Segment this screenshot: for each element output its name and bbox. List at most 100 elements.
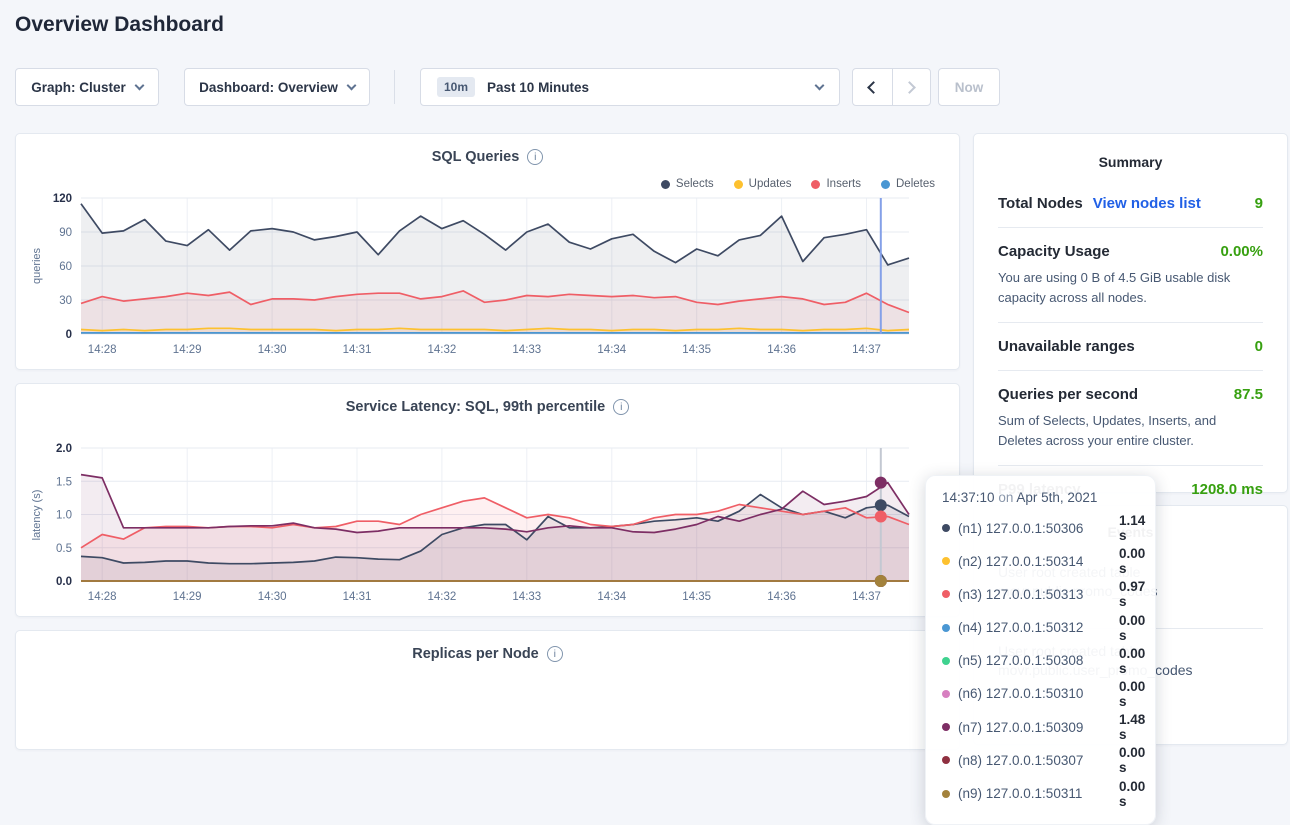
svg-text:30: 30 [59,295,72,307]
svg-text:14:32: 14:32 [428,591,457,603]
svg-text:120: 120 [53,193,72,205]
svg-text:14:30: 14:30 [258,344,287,356]
svg-text:14:37: 14:37 [852,591,881,603]
svg-text:14:34: 14:34 [597,591,626,603]
svg-text:14:36: 14:36 [767,344,796,356]
service-latency-chart[interactable]: 14:28 14:29 14:30 14:31 14:32 14:33 14:34 14:35… [16,436,961,616]
tooltip-node-label: (n4) 127.0.0.1:50312 [958,620,1084,636]
svg-text:14:29: 14:29 [173,591,202,603]
svg-text:14:35: 14:35 [682,591,711,603]
info-icon[interactable]: i [527,149,544,165]
toolbar-divider [394,70,395,104]
chart-title: Service Latency: SQL, 99th percentile i [16,384,959,415]
series-color-dot [942,789,950,798]
svg-text:latency (s): latency (s) [31,490,43,541]
legend-item[interactable]: Updates [733,178,791,190]
tooltip-node-value: 1.48 s [1119,712,1146,743]
svg-text:14:33: 14:33 [512,344,541,356]
page-title: Overview Dashboard [15,13,224,36]
now-button-label: Now [954,79,984,95]
tooltip-node-row: (n4) 127.0.0.1:50312 0.00 s [942,613,1145,643]
series-color-dot [942,557,950,566]
summary-row-label: Unavailable ranges [998,338,1135,355]
tooltip-node-value: 0.97 s [1119,579,1146,610]
info-icon[interactable]: i [613,399,630,415]
series-color-dot [942,590,950,599]
svg-text:1.0: 1.0 [56,510,72,522]
graph-scope-dropdown[interactable]: Graph: Cluster [15,68,159,106]
chart-legend: Selects Updates Inserts Deletes [660,178,935,190]
sql-queries-chart-panel: SQL Queries i Selects Updates Inserts Delet… [15,133,960,370]
replicas-per-node-chart-panel: Replicas per Node i [15,630,960,750]
time-nav-group [852,68,931,106]
svg-text:90: 90 [59,227,72,239]
series-color-dot [942,623,950,632]
service-latency-chart-panel: Service Latency: SQL, 99th percentile i … [15,383,960,617]
sql-queries-chart[interactable]: 14:28 14:29 14:30 14:31 14:32 14:33 14:34 14:35… [16,186,961,366]
summary-row-label: Queries per second [998,386,1139,403]
series-color-dot [942,656,950,665]
tooltip-node-label: (n8) 127.0.0.1:50307 [958,752,1084,768]
summary-row-label: Total Nodes [998,195,1083,212]
svg-text:1.5: 1.5 [56,476,72,488]
chevron-right-icon [903,80,917,94]
legend-dot [733,179,743,189]
svg-text:2.0: 2.0 [56,443,72,455]
tooltip-time: 14:37:10 [942,490,995,505]
view-nodes-list-link[interactable]: View nodes list [1092,195,1201,212]
svg-text:0.0: 0.0 [56,576,72,588]
svg-text:queries: queries [31,247,43,284]
chevron-down-icon [134,80,145,90]
dashboard-dropdown[interactable]: Dashboard: Overview [184,68,370,106]
tooltip-node-row: (n2) 127.0.0.1:50314 0.00 s [942,546,1145,576]
tooltip-node-label: (n1) 127.0.0.1:50306 [958,520,1084,536]
svg-text:14:31: 14:31 [343,591,372,603]
svg-text:14:31: 14:31 [343,344,372,356]
chart-title: Replicas per Node i [16,631,959,662]
summary-row-description: You are using 0 B of 4.5 GiB usable disk… [998,270,1231,305]
series-color-dot [942,524,950,532]
tooltip-node-value: 0.00 s [1119,546,1146,577]
svg-text:14:30: 14:30 [258,591,287,603]
tooltip-node-value: 0.00 s [1119,678,1146,709]
svg-text:14:28: 14:28 [88,344,117,356]
summary-row-value: 9 [1254,195,1263,212]
svg-text:14:32: 14:32 [428,344,457,356]
legend-item[interactable]: Deletes [881,178,935,190]
summary-row: Total Nodes View nodes list 9 [998,180,1263,228]
series-color-dot [942,756,950,765]
now-button[interactable]: Now [938,68,1000,106]
tooltip-node-row: (n6) 127.0.0.1:50310 0.00 s [942,679,1145,709]
legend-label: Selects [675,178,714,190]
chevron-down-icon [814,80,825,90]
legend-label: Deletes [896,178,935,190]
tooltip-node-row: (n9) 127.0.0.1:50311 0.00 s [942,779,1145,809]
tooltip-node-row: (n5) 127.0.0.1:50308 0.00 s [942,646,1145,676]
legend-item[interactable]: Inserts [811,178,861,190]
chevron-down-icon [346,80,357,90]
time-range-dropdown[interactable]: 10m Past 10 Minutes [420,68,840,106]
summary-row: Queries per second 87.5 Sum of Selects, Up… [998,371,1263,466]
tooltip-timestamp: 14:37:10 on Apr 5th, 2021 [942,490,1139,505]
summary-row: Unavailable ranges 0 [998,323,1263,371]
legend-item[interactable]: Selects [660,178,714,190]
legend-dot [881,179,890,189]
svg-text:14:36: 14:36 [767,591,796,603]
tooltip-node-label: (n9) 127.0.0.1:50311 [958,786,1083,801]
next-range-button[interactable] [891,69,931,105]
tooltip-node-row: (n7) 127.0.0.1:50309 1.48 s [942,712,1145,742]
info-icon[interactable]: i [546,646,563,662]
legend-dot [811,179,821,189]
prev-range-button[interactable] [853,69,892,105]
svg-text:14:35: 14:35 [682,344,711,356]
tooltip-node-label: (n5) 127.0.0.1:50308 [958,653,1084,669]
tooltip-node-label: (n2) 127.0.0.1:50314 [958,553,1084,569]
tooltip-node-value: 1.14 s [1119,513,1146,543]
legend-dot [660,179,670,189]
tooltip-connector: on [998,490,1014,505]
tooltip-node-row: (n1) 127.0.0.1:50306 1.14 s [942,513,1145,543]
time-range-label: Past 10 Minutes [487,79,590,95]
tooltip-date: Apr 5th, 2021 [1016,490,1098,505]
chevron-left-icon [867,80,881,94]
summary-row-description: Sum of Selects, Updates, Inserts, and De… [998,413,1217,448]
